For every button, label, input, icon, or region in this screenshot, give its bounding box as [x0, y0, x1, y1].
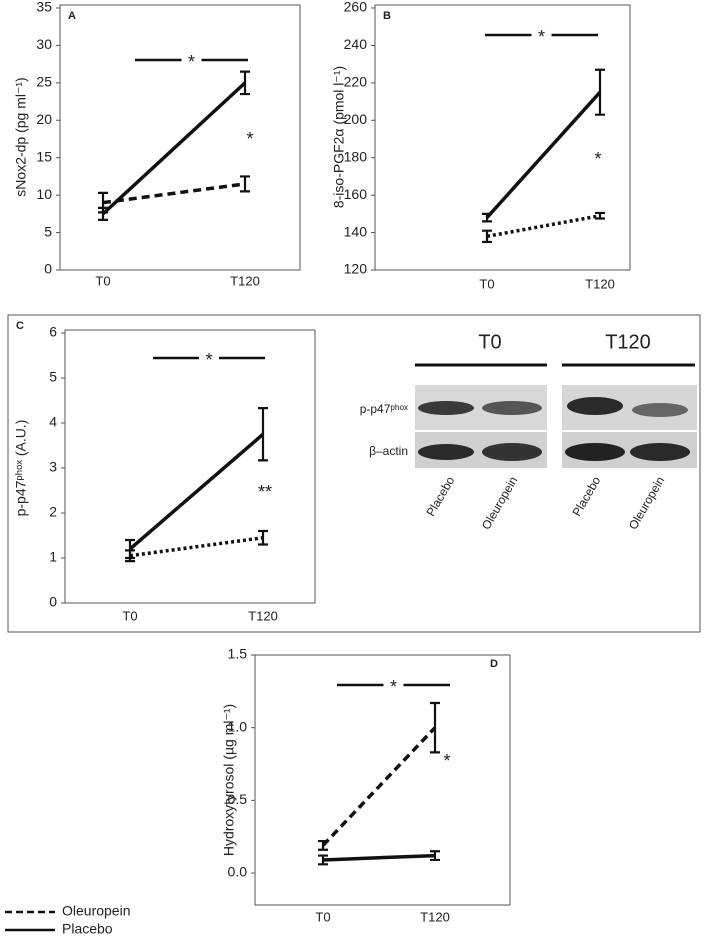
x-tick-label: T0 [315, 909, 330, 924]
blot-row: β–actin [369, 444, 408, 458]
blot-row: p-p47ᵖʰᵒˣ [360, 402, 408, 416]
y-tick-label: 2 [49, 504, 57, 520]
y-tick-label: 0 [49, 594, 57, 610]
y-tick-label: 1.5 [228, 646, 248, 662]
error-bar [430, 701, 440, 754]
error-bar [240, 70, 250, 96]
y-tick-label: 3 [49, 459, 57, 475]
blot-images [415, 363, 697, 468]
y-tick-label: 0.0 [228, 864, 248, 880]
y-tick-label: 240 [344, 36, 368, 52]
x-tick-label: T120 [420, 909, 450, 924]
blot-group: T0 [478, 331, 501, 353]
y-tick-label: 30 [36, 36, 52, 52]
error-bar [595, 211, 605, 220]
error-bar [595, 68, 605, 116]
plot-frame [59, 4, 301, 271]
y-tick-label: 1.0 [228, 718, 248, 734]
y-tick-label: 15 [36, 148, 52, 164]
panel-label: B [383, 10, 391, 22]
error-bar [318, 854, 328, 866]
significance-mark: ** [258, 482, 272, 502]
y-axis-label: p-p47ᵖʰᵒˣ (A.U.) [13, 420, 29, 517]
x-tick-label: T120 [230, 273, 260, 288]
plot-frame [254, 654, 511, 906]
significance-mark: * [390, 677, 397, 697]
y-tick-label: 180 [344, 148, 368, 164]
y-tick-label: 260 [344, 0, 368, 15]
y-tick-label: 1 [49, 549, 57, 565]
series-line [102, 182, 246, 205]
panel-label: D [490, 658, 498, 670]
y-tick-label: 120 [344, 261, 368, 277]
series-line [101, 81, 247, 216]
legend-label: Placebo [62, 921, 113, 937]
significance-mark: * [246, 129, 253, 149]
plot-frame [64, 329, 316, 604]
x-tick-label: T0 [479, 276, 494, 291]
significance-mark: * [205, 350, 212, 370]
series-line [486, 214, 601, 239]
lane-label: Placebo [570, 474, 604, 519]
legend-label: Oleuropein [62, 903, 131, 919]
series-line [322, 853, 436, 862]
y-tick-label: 200 [344, 111, 368, 127]
error-bar [258, 529, 268, 546]
blot-group: T120 [605, 331, 651, 353]
error-bar [430, 850, 440, 862]
y-tick-label: 6 [49, 324, 57, 340]
error-bar [98, 206, 108, 221]
y-tick-label: 35 [36, 0, 52, 15]
series-line [128, 432, 265, 551]
panel-c-frame [7, 314, 701, 633]
x-tick-label: T0 [122, 608, 137, 623]
lane-label: Oleuropein [626, 474, 667, 532]
y-tick-label: 220 [344, 74, 368, 90]
series-line [321, 726, 437, 847]
significance-mark: * [594, 149, 601, 169]
significance-mark: * [443, 751, 450, 771]
error-bar [318, 839, 328, 851]
error-bar [482, 229, 492, 244]
y-tick-label: 10 [36, 186, 52, 202]
significance-mark: * [188, 52, 195, 72]
y-tick-label: 140 [344, 223, 368, 239]
y-tick-label: 5 [44, 223, 52, 239]
panel-label: C [16, 320, 24, 332]
y-tick-label: 5 [49, 369, 57, 385]
y-tick-label: 0 [44, 261, 52, 277]
y-axis-label: Hydroxytyrosol (µg ml⁻¹) [221, 704, 237, 856]
error-bar [482, 212, 492, 223]
x-tick-label: T120 [248, 608, 278, 623]
panel-label: A [68, 10, 76, 22]
y-tick-label: 160 [344, 186, 368, 202]
y-tick-label: 20 [36, 111, 52, 127]
y-tick-label: 25 [36, 74, 52, 90]
lane-label: Placebo [424, 474, 458, 519]
y-axis-label: sNox2-dp (pg ml⁻¹) [13, 77, 29, 196]
y-axis-label: 8-iso-PGF2α (pmol l⁻¹) [331, 66, 347, 208]
x-tick-label: T120 [585, 276, 615, 291]
lane-label: Oleuropein [479, 474, 520, 532]
error-bar [258, 407, 268, 462]
plot-frame [374, 4, 631, 271]
y-tick-label: 0.5 [228, 791, 248, 807]
error-bar [240, 175, 250, 193]
y-tick-label: 4 [49, 414, 57, 430]
x-tick-label: T0 [95, 273, 110, 288]
error-bar [125, 538, 135, 560]
series-line [485, 91, 602, 219]
significance-mark: * [538, 27, 545, 47]
series-line [129, 536, 264, 558]
